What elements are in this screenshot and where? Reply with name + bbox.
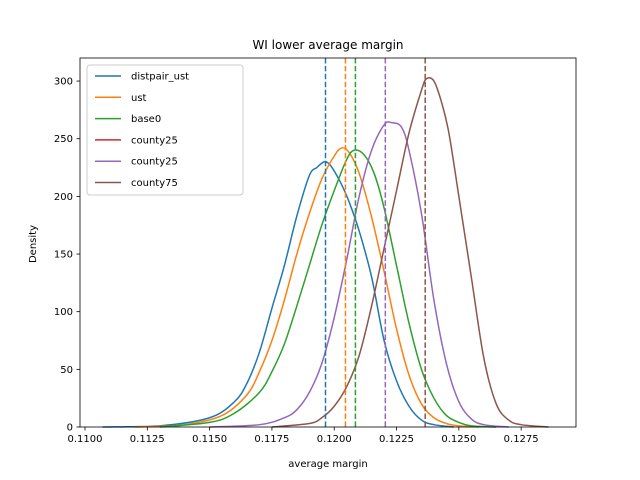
density-curve-5 [271, 77, 549, 428]
x-tick-label: 0.1150 [192, 434, 227, 445]
legend-label-1: ust [131, 93, 147, 104]
y-tick-label: 200 [54, 192, 73, 203]
axes-frame [79, 57, 577, 428]
x-tick-label: 0.1275 [504, 434, 539, 445]
legend-label-3: county25 [131, 135, 178, 146]
x-tick-label: 0.1250 [441, 434, 476, 445]
legend-label-2: base0 [131, 114, 161, 125]
x-tick-label: 0.1225 [379, 434, 414, 445]
density-curve-0 [102, 160, 454, 428]
legend-label-4: county25 [131, 157, 178, 168]
axes: 0.1100 0.1125 0.1150 0.1175 0.1200 0.1225 0.12… [54, 57, 577, 445]
chart-title: WI lower average margin [252, 38, 403, 52]
x-tick-label: 0.1200 [317, 434, 352, 445]
y-tick-label: 150 [54, 250, 73, 261]
x-tick-label: 0.1100 [67, 434, 102, 445]
y-axis-label: Density [28, 225, 39, 263]
x-axis-label: average margin [288, 459, 367, 470]
legend-box [86, 64, 244, 196]
legend-label-0: distpair_ust [131, 72, 189, 83]
y-tick-label: 100 [54, 307, 73, 318]
y-tick-label: 250 [54, 134, 73, 145]
y-tick-label: 50 [60, 365, 73, 376]
x-tick-label: 0.1125 [130, 434, 165, 445]
y-tick-label: 0 [67, 423, 73, 434]
plot-area [102, 58, 549, 428]
x-tick-label: 0.1175 [254, 434, 289, 445]
legend-label-5: county75 [131, 178, 178, 189]
y-tick-label: 300 [54, 77, 73, 88]
density-curve-2 [159, 149, 497, 428]
